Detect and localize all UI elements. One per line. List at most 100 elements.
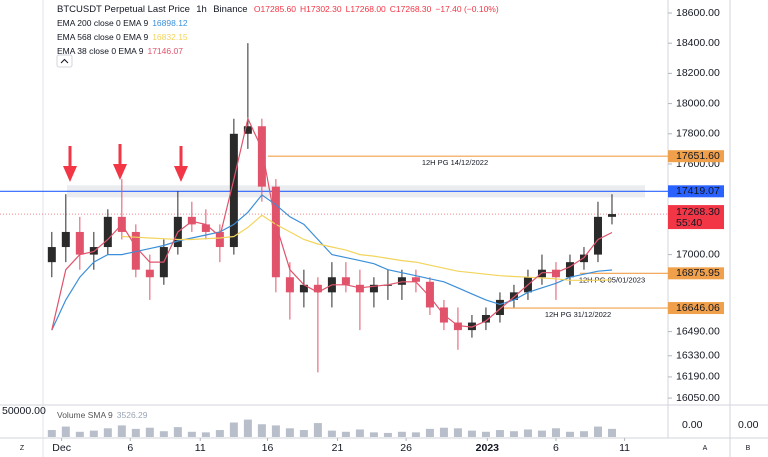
candle-body [187,216,196,225]
x-tick-label: 16 [262,442,274,454]
x-tick-label: 6 [127,442,133,454]
volume-bar [117,425,126,437]
y-tick-label: 16490.00 [676,325,720,337]
x-tick-label: 21 [332,442,344,454]
volume-bar [523,429,532,437]
candle-body [565,262,574,278]
indicator-value: 16898.12 [152,18,188,28]
y-tick-label: 16330.00 [676,350,720,362]
countdown-label: 55:40 [676,217,702,229]
volume-value: 3526.29 [116,410,148,420]
y-tick-label: 18000.00 [676,97,720,109]
arrow-head [113,164,127,180]
volume-bar [425,428,434,437]
volume-bar [173,427,182,437]
volume-bar [89,430,98,437]
candle-body [579,254,588,263]
volume-bar [453,428,462,437]
level-price-label-bg [668,302,724,315]
level-price-label: 17419.07 [676,185,720,197]
volume-bar [327,430,336,437]
candle-body [103,216,112,248]
candle-body [229,133,238,248]
collapse-button[interactable] [56,54,73,68]
last-price-bg [668,205,724,230]
candle-body [61,231,70,248]
volume-bar [439,427,448,437]
arrow-shaft [118,144,122,166]
volume-bar [145,427,154,437]
volume-bar [383,432,392,437]
x-tick-label: 11 [619,442,630,454]
y-tick-label: 16190.00 [676,371,720,383]
volume-bar [159,431,168,437]
candle-body [285,277,294,293]
x-tick-label: Dec [52,442,71,454]
candle-body [299,284,308,293]
volume-zero-label: 0.00 [682,419,703,431]
x-tick-label: 26 [400,442,412,454]
volume-bar [131,428,140,437]
volume-bar [103,428,112,437]
volume-bar [257,424,266,437]
level-text: 12H PG 05/01/2023 [579,275,645,284]
indicator-value: 16832.15 [152,32,188,42]
level-price-label-bg [668,150,724,163]
candle-body [369,284,378,293]
volume-zero-label-2: 0.00 [738,419,759,431]
volume-bar [355,429,364,437]
volume-bar [313,423,322,437]
interval: 1h [196,4,207,15]
ohlc: H17302.30 [300,4,342,14]
volume-bar [285,428,294,437]
y-tick-label: 18400.00 [676,37,720,49]
arrows [63,144,188,182]
arrow-shaft [179,146,183,168]
volume-bar [243,419,252,437]
indicator-legend: EMA 38 close 0 EMA 9 17146.07 [57,46,187,56]
y-tick-label: 18600.00 [676,7,720,19]
collapse-icon [60,58,69,64]
candle-body [131,231,140,270]
indicator-value: 17146.07 [147,46,183,56]
volume-bar [411,432,420,437]
arrow-head [63,166,77,182]
ohlc: C17268.30 [389,4,432,14]
candle-body [593,216,602,255]
candle-body [355,284,364,293]
change: −17.40 (−0.10%) [435,4,499,14]
y-tick-label: 18200.00 [676,67,720,79]
volume-bar [271,425,280,437]
candle-body [145,269,154,278]
volume-bar [47,430,56,437]
candle-body [201,224,210,232]
indicator-legend: EMA 200 close 0 EMA 9 16898.12 [57,18,192,28]
volume-bar [607,428,616,437]
candle-body [47,247,56,263]
level-price-label: 16646.06 [676,302,720,314]
x-tick-label: 2023 [476,442,500,454]
ohlc: L17268.00 [345,4,386,14]
corner-label: B [746,445,751,452]
candle-body [509,292,518,300]
volume-name: Volume SMA 9 [57,410,113,420]
volume-bar [551,428,560,437]
candle-body [425,281,434,308]
corner-label: Z [20,445,25,452]
ema-line [51,116,613,331]
level-price-label-bg [668,267,724,280]
volume-bar [565,431,574,437]
volume-bar [369,432,378,437]
candle-body [495,299,504,315]
symbol-legend: BTCUSDT Perpetual Last Price 1h Binance … [57,4,503,15]
ema-line [121,214,613,281]
candle-body [243,126,252,134]
level-price-label: 16875.95 [676,267,720,279]
exchange: Binance [213,4,248,15]
y-tick-label: 17000.00 [676,248,720,260]
level-text: 12H PG 14/12/2022 [422,158,488,167]
last-price-label: 17268.30 [676,206,720,218]
candle-body [215,231,224,248]
